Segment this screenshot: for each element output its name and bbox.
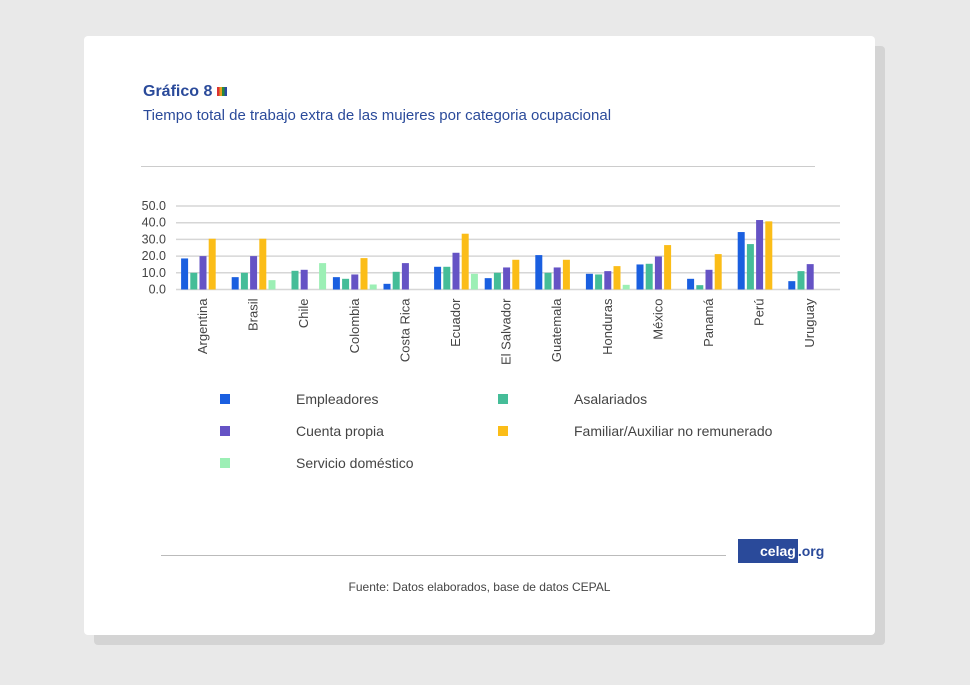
bar [493,272,501,290]
bar [595,274,603,290]
source-note: Fuente: Datos elaborados, base de datos … [348,580,611,594]
legend-swatch [220,426,230,436]
legend-label: Servicio doméstico [296,455,414,471]
bar-chart: 0.0 10.0 20.0 30.0 40.0 50.0 Argentina Brasil Ch… [142,199,840,471]
y-tick-label: 20.0 [142,249,166,263]
bar [765,221,773,290]
x-tick-label: Honduras [600,298,615,355]
x-tick-label: El Salvador [499,298,514,365]
bar [604,271,612,290]
bar [461,233,469,290]
legend-swatch [220,394,230,404]
bar [199,256,207,290]
bar [705,269,713,290]
x-tick-label: Argentina [195,298,210,354]
bar [484,278,492,290]
bar [452,252,460,290]
bar [259,238,267,290]
bar [797,271,805,290]
chart-subtitle: Tiempo total de trabajo extra de las muj… [143,107,612,124]
bar [342,278,350,290]
bar [190,272,198,290]
chart-title: Gráfico 8 [143,83,228,101]
bar [360,258,368,290]
bar [654,256,662,290]
celag-logo: celag .org [738,539,825,563]
legend-swatch [498,426,508,436]
bar [503,267,511,290]
bar [553,267,561,290]
bar [544,272,552,290]
legend-label: Cuenta propia [296,423,384,439]
bar [613,266,621,290]
bar [687,278,695,290]
x-tick-label: Guatemala [549,298,564,362]
bar [664,245,672,290]
bar [737,232,745,290]
y-tick-label: 30.0 [142,232,166,246]
bar [434,266,442,290]
bar [369,284,377,290]
y-tick-label: 0.0 [149,283,166,297]
bar [300,269,308,290]
bar [806,264,814,290]
bar [351,274,359,290]
x-tick-label: Colombia [347,298,362,354]
bar [622,284,630,290]
legend-swatch [498,394,508,404]
x-tick-label: Brasil [246,298,261,331]
x-tick-label: Chile [296,299,311,329]
bar [401,263,409,290]
x-tick-label: Costa Rica [397,298,412,362]
bar [268,280,276,290]
bar [231,277,239,290]
bar [645,263,653,290]
bar [535,255,543,290]
bar [181,258,189,290]
bar [240,272,248,290]
chart-card: Gráfico 8 Tiempo total de trabajo extra … [84,36,875,635]
bar [470,273,478,290]
divider [141,166,815,167]
bar [250,256,258,290]
bar [332,277,340,290]
bar [756,220,764,290]
bar [746,244,754,290]
bar [562,259,570,290]
legend-label: Familiar/Auxiliar no remunerado [574,423,773,439]
bar [512,259,520,290]
legend-label: Empleadores [296,391,379,407]
bar [208,238,216,290]
footer-divider [161,555,726,556]
bar [585,273,593,290]
y-tick-label: 50.0 [142,199,166,213]
legend-swatch [220,458,230,468]
bar [714,254,722,290]
y-tick-label: 10.0 [142,266,166,280]
bar [383,283,391,290]
bar [696,285,704,290]
logo-suffix: .org [797,543,825,559]
bar [392,271,400,290]
logo-main: celag [738,539,798,563]
x-tick-label: México [650,299,665,340]
title-text: Gráfico 8 [143,83,213,100]
x-tick-label: Ecuador [448,298,463,347]
bar [788,281,796,290]
y-tick-label: 40.0 [142,216,166,230]
bar [443,266,451,290]
x-tick-label: Perú [752,299,767,326]
bar [319,263,327,290]
flag-icon [217,87,228,96]
x-tick-label: Panamá [701,298,716,347]
x-tick-label: Uruguay [802,298,817,348]
bar [636,264,644,290]
bar [291,270,299,290]
legend-label: Asalariados [574,391,647,407]
